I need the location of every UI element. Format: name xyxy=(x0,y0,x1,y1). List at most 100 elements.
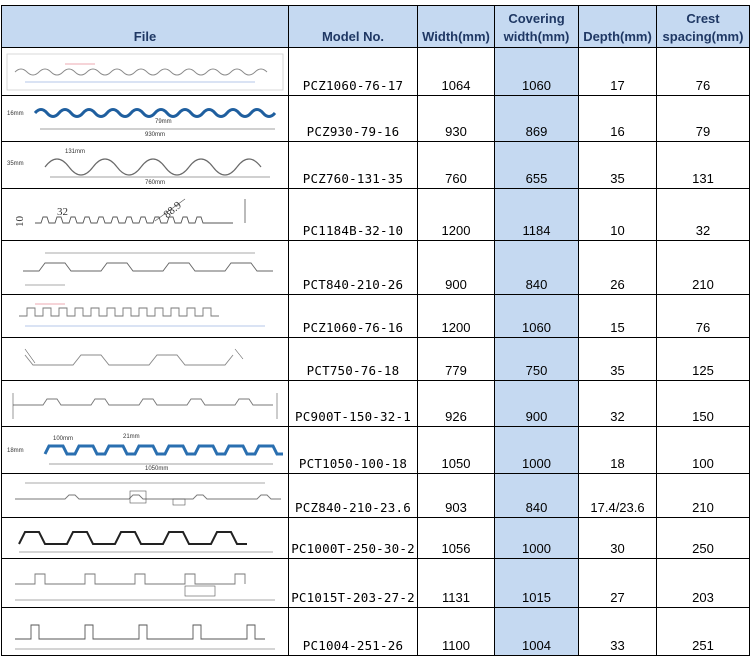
crest-cell: 76 xyxy=(656,47,750,96)
depth-cell: 17 xyxy=(578,47,657,96)
profile-drawing-cell xyxy=(1,47,289,96)
header-width: Width(mm) xyxy=(417,5,495,48)
profile-drawing xyxy=(5,298,285,334)
width-cell: 1064 xyxy=(417,47,495,96)
width-cell: 1131 xyxy=(417,558,495,608)
profile-drawing: 100mm 21mm 18mm 1050mm xyxy=(5,430,285,470)
model-cell: PCT750-76-18 xyxy=(288,337,418,381)
profile-drawing-cell xyxy=(1,240,289,295)
profile-drawing-cell: 100mm 21mm 18mm 1050mm xyxy=(1,426,289,474)
model-cell: PC1184B-32-10 xyxy=(288,188,418,241)
profile-drawing: 35mm 131mm 760mm xyxy=(5,145,285,185)
model-cell: PCZ1060-76-16 xyxy=(288,294,418,338)
crest-cell: 131 xyxy=(656,141,750,189)
header-covering: Covering width(mm) xyxy=(494,5,579,48)
depth-cell: 17.4/23.6 xyxy=(578,473,657,518)
table-row: PCT840-210-26 900 840 26 210 xyxy=(1,240,750,295)
dim-pitch-label: 131mm xyxy=(65,149,85,155)
width-cell: 1200 xyxy=(417,294,495,338)
depth-cell: 27 xyxy=(578,558,657,608)
dim-width-label: 760mm xyxy=(145,180,165,185)
dim-width-label: 930mm xyxy=(145,132,165,138)
model-cell: PC900T-150-32-1 xyxy=(288,380,418,427)
table-row: PCZ840-210-23.6 903 840 17.4/23.6 210 xyxy=(1,473,750,518)
depth-cell: 26 xyxy=(578,240,657,295)
dim-pitch-label: 100mm xyxy=(53,436,73,442)
covering-cell: 1060 xyxy=(494,47,579,96)
profile-drawing: 10 32 88.9 xyxy=(5,193,285,237)
covering-cell: 655 xyxy=(494,141,579,189)
width-cell: 900 xyxy=(417,240,495,295)
width-cell: 903 xyxy=(417,473,495,518)
dim-pitch-label: 79mm xyxy=(155,119,172,125)
model-cell: PCZ760-131-35 xyxy=(288,141,418,189)
crest-cell: 125 xyxy=(656,337,750,381)
header-crest-line2: spacing(mm) xyxy=(662,29,744,44)
covering-cell: 1060 xyxy=(494,294,579,338)
depth-cell: 32 xyxy=(578,380,657,427)
model-cell: PCZ1060-76-17 xyxy=(288,47,418,96)
depth-cell: 35 xyxy=(578,337,657,381)
table-row: PC1015T-203-27-2 1131 1015 27 203 xyxy=(1,558,750,608)
header-covering-line2: width(mm) xyxy=(503,29,570,44)
dim-depth-label: 18mm xyxy=(7,448,24,454)
profile-drawing-cell xyxy=(1,607,289,656)
depth-cell: 15 xyxy=(578,294,657,338)
dim-depth-label: 16mm xyxy=(7,111,24,117)
profile-drawing: 16mm 79mm 930mm xyxy=(5,99,285,139)
width-cell: 1056 xyxy=(417,517,495,559)
depth-cell: 16 xyxy=(578,95,657,142)
covering-cell: 1184 xyxy=(494,188,579,241)
model-cell: PC1004-251-26 xyxy=(288,607,418,656)
profile-drawing xyxy=(5,341,285,377)
width-cell: 926 xyxy=(417,380,495,427)
profile-drawing xyxy=(5,520,285,556)
covering-cell: 1015 xyxy=(494,558,579,608)
crest-cell: 32 xyxy=(656,188,750,241)
table-row: PCT750-76-18 779 750 35 125 xyxy=(1,337,750,381)
width-cell: 1200 xyxy=(417,188,495,241)
profile-drawing xyxy=(5,52,285,92)
table-row: PC900T-150-32-1 926 900 32 150 xyxy=(1,380,750,427)
crest-cell: 79 xyxy=(656,95,750,142)
table-row: 35mm 131mm 760mm PCZ760-131-35 760 655 35 … xyxy=(1,141,750,189)
depth-cell: 30 xyxy=(578,517,657,559)
dim-depth-label: 35mm xyxy=(7,161,24,167)
crest-cell: 210 xyxy=(656,473,750,518)
profile-drawing-cell: 35mm 131mm 760mm xyxy=(1,141,289,189)
header-crest: Crest spacing(mm) xyxy=(656,5,750,48)
crest-cell: 203 xyxy=(656,558,750,608)
width-cell: 930 xyxy=(417,95,495,142)
model-cell: PCT1050-100-18 xyxy=(288,426,418,474)
crest-cell: 251 xyxy=(656,607,750,656)
covering-cell: 900 xyxy=(494,380,579,427)
profile-drawing-cell xyxy=(1,517,289,559)
profile-drawing-cell xyxy=(1,473,289,518)
covering-cell: 840 xyxy=(494,240,579,295)
profile-drawing-cell: 16mm 79mm 930mm xyxy=(1,95,289,142)
profile-drawing-cell xyxy=(1,294,289,338)
crest-cell: 150 xyxy=(656,380,750,427)
covering-cell: 750 xyxy=(494,337,579,381)
table-row: PC1000T-250-30-2 1056 1000 30 250 xyxy=(1,517,750,559)
width-cell: 1050 xyxy=(417,426,495,474)
dim-depth-label: 10 xyxy=(14,215,26,227)
header-row: File Model No. Width(mm) Covering width(m… xyxy=(1,5,750,48)
dim-crest-label: 21mm xyxy=(123,434,140,440)
width-cell: 779 xyxy=(417,337,495,381)
covering-cell: 1000 xyxy=(494,517,579,559)
profile-drawing-cell xyxy=(1,337,289,381)
model-cell: PCZ930-79-16 xyxy=(288,95,418,142)
profile-drawing xyxy=(5,611,285,653)
header-model: Model No. xyxy=(288,5,418,48)
profile-drawing-cell xyxy=(1,558,289,608)
covering-cell: 1004 xyxy=(494,607,579,656)
table-row: 10 32 88.9 PC1184B-32-10 1200 1184 10 32 xyxy=(1,188,750,241)
crest-cell: 100 xyxy=(656,426,750,474)
covering-cell: 840 xyxy=(494,473,579,518)
model-cell: PCZ840-210-23.6 xyxy=(288,473,418,518)
table-row: PCZ1060-76-17 1064 1060 17 76 xyxy=(1,47,750,96)
crest-cell: 210 xyxy=(656,240,750,295)
width-cell: 760 xyxy=(417,141,495,189)
depth-cell: 18 xyxy=(578,426,657,474)
